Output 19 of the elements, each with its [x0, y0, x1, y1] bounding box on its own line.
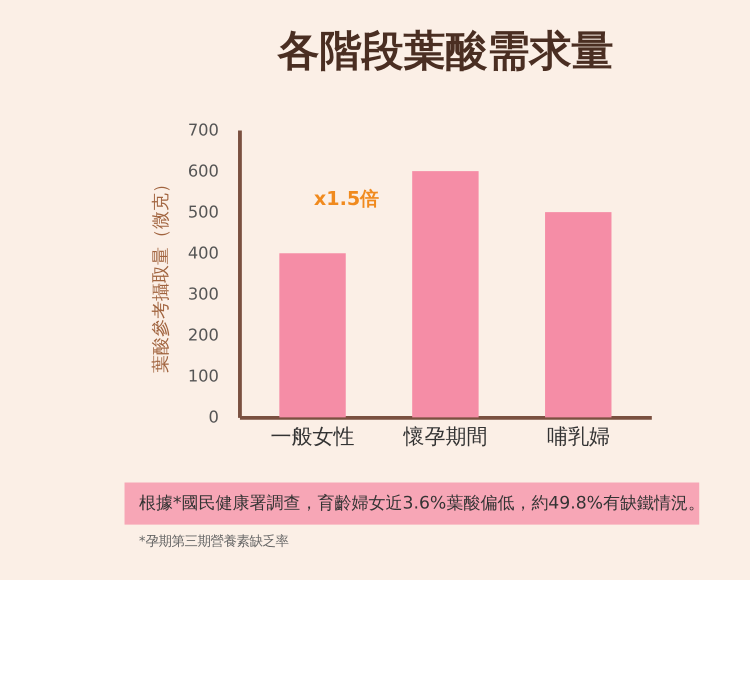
- y-tick-label: 500: [188, 202, 219, 222]
- y-tick-label: 600: [188, 161, 219, 180]
- y-tick-label: 200: [188, 326, 219, 345]
- text: 根據*國民健康署調查，育齡婦女近3.6%葉酸偏低，約49.8%有缺鐵情況。: [138, 493, 706, 514]
- bar: [412, 171, 479, 418]
- x-tick-label: 哺乳婦: [546, 424, 610, 449]
- y-tick-label: 700: [188, 120, 219, 140]
- y-axis-title: 葉酸參考攝取量（微克）: [150, 175, 172, 374]
- y-tick-label: 300: [188, 284, 219, 304]
- x-tick-label: 一般女性: [270, 424, 355, 449]
- bar: [279, 253, 346, 418]
- text: *孕期第三期營養素缺乏率: [138, 534, 289, 550]
- y-tick-label: 400: [188, 243, 219, 262]
- y-tick-label: 0: [208, 408, 219, 427]
- x-tick-label: 懷孕期間: [402, 424, 488, 449]
- y-tick-label: 100: [188, 366, 219, 386]
- chart-title: 各階段葉酸需求量: [276, 26, 614, 75]
- annotation: x1.5倍: [314, 186, 380, 210]
- bar: [545, 212, 612, 418]
